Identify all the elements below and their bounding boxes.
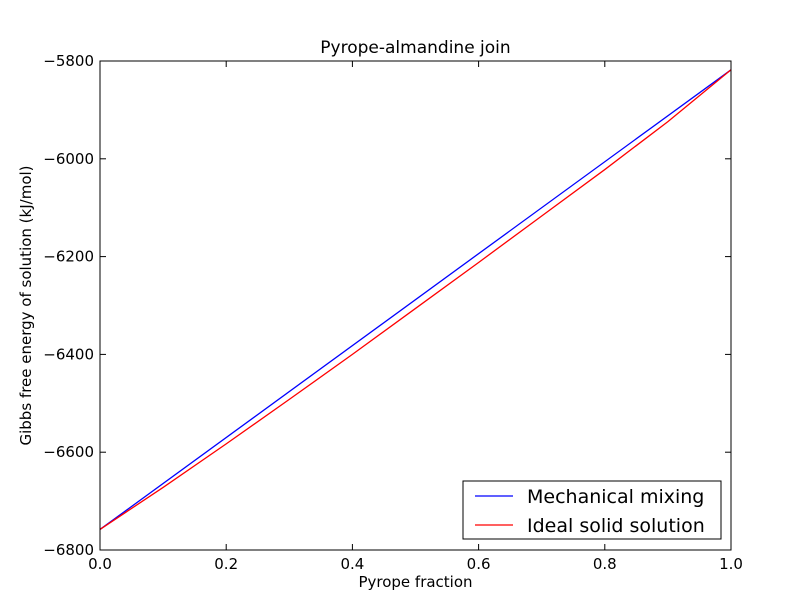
legend: Mechanical mixing Ideal solid solution bbox=[462, 480, 722, 540]
series-layer bbox=[99, 69, 732, 531]
plot-frame bbox=[99, 60, 732, 551]
x-tick-label: 1.0 bbox=[719, 555, 743, 573]
y-tick-label: −6800 bbox=[43, 541, 94, 559]
y-tick-label: −5800 bbox=[43, 52, 94, 70]
y-tick-label: −6000 bbox=[43, 150, 94, 168]
legend-box bbox=[462, 480, 722, 540]
legend-label-mechanical-mixing: Mechanical mixing bbox=[527, 486, 704, 508]
x-tick-label: 0.2 bbox=[214, 555, 238, 573]
ticks-layer: 0.0 0.2 0.4 0.6 0.8 1.0 −6800 −6600 −6400 −6200 −6… bbox=[43, 52, 743, 573]
series-line-ideal-solid-solution bbox=[99, 69, 732, 531]
y-tick-label: −6200 bbox=[43, 248, 94, 266]
y-axis-label: Gibbs free energy of solution (kJ/mol) bbox=[17, 165, 35, 445]
series-line-mechanical-mixing bbox=[99, 69, 732, 530]
x-tick-label: 0.6 bbox=[467, 555, 491, 573]
legend-label-ideal-solid-solution: Ideal solid solution bbox=[527, 515, 705, 537]
x-tick-label: 0.8 bbox=[593, 555, 617, 573]
y-tick-label: −6600 bbox=[43, 443, 94, 461]
y-tick-label: −6400 bbox=[43, 345, 94, 363]
chart-title: Pyrope-almandine join bbox=[320, 38, 510, 58]
x-tick-label: 0.4 bbox=[340, 555, 364, 573]
x-axis-label: Pyrope fraction bbox=[358, 573, 472, 591]
x-tick-label: 0.0 bbox=[88, 555, 112, 573]
